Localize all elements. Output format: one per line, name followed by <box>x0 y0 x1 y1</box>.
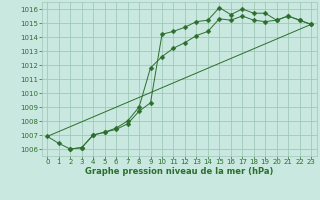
X-axis label: Graphe pression niveau de la mer (hPa): Graphe pression niveau de la mer (hPa) <box>85 167 273 176</box>
